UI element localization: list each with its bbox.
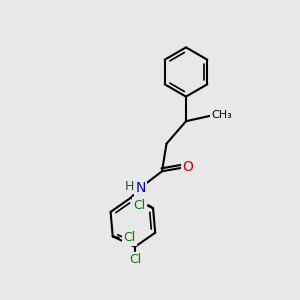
Text: Cl: Cl: [129, 253, 141, 266]
Text: O: O: [182, 160, 193, 174]
Text: Cl: Cl: [123, 231, 135, 244]
Text: N: N: [135, 181, 146, 195]
Text: CH₃: CH₃: [211, 110, 232, 120]
Text: Cl: Cl: [134, 199, 146, 212]
Text: H: H: [125, 180, 135, 193]
